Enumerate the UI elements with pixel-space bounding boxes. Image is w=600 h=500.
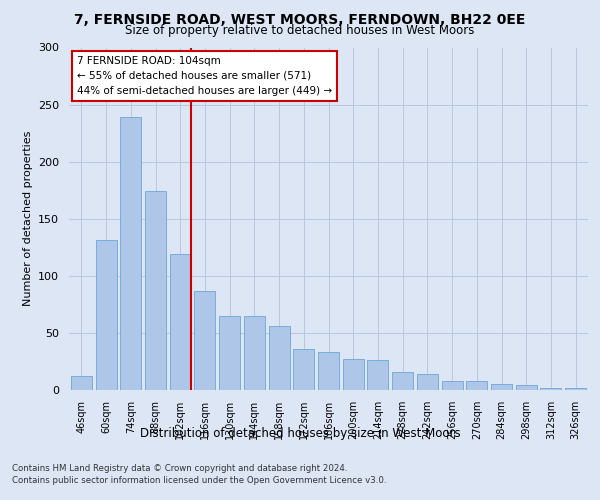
Bar bbox=[516, 386, 537, 390]
Bar bbox=[466, 381, 487, 390]
Text: Distribution of detached houses by size in West Moors: Distribution of detached houses by size … bbox=[140, 428, 460, 440]
Bar bbox=[367, 360, 388, 390]
Bar bbox=[442, 381, 463, 390]
Bar bbox=[541, 388, 562, 390]
Bar bbox=[269, 326, 290, 390]
Text: Contains public sector information licensed under the Open Government Licence v3: Contains public sector information licen… bbox=[12, 476, 386, 485]
Bar bbox=[343, 359, 364, 390]
Bar bbox=[244, 316, 265, 390]
Text: Contains HM Land Registry data © Crown copyright and database right 2024.: Contains HM Land Registry data © Crown c… bbox=[12, 464, 347, 473]
Bar bbox=[565, 388, 586, 390]
Bar bbox=[71, 376, 92, 390]
Bar bbox=[219, 316, 240, 390]
Bar bbox=[170, 254, 191, 390]
Bar bbox=[145, 192, 166, 390]
Bar bbox=[392, 372, 413, 390]
Text: 7 FERNSIDE ROAD: 104sqm
← 55% of detached houses are smaller (571)
44% of semi-d: 7 FERNSIDE ROAD: 104sqm ← 55% of detache… bbox=[77, 56, 332, 96]
Bar bbox=[293, 349, 314, 390]
Bar bbox=[95, 240, 116, 390]
Text: Size of property relative to detached houses in West Moors: Size of property relative to detached ho… bbox=[125, 24, 475, 37]
Bar bbox=[194, 290, 215, 390]
Bar bbox=[491, 384, 512, 390]
Y-axis label: Number of detached properties: Number of detached properties bbox=[23, 131, 32, 306]
Bar bbox=[120, 117, 141, 390]
Text: 7, FERNSIDE ROAD, WEST MOORS, FERNDOWN, BH22 0EE: 7, FERNSIDE ROAD, WEST MOORS, FERNDOWN, … bbox=[74, 12, 526, 26]
Bar bbox=[318, 352, 339, 390]
Bar bbox=[417, 374, 438, 390]
